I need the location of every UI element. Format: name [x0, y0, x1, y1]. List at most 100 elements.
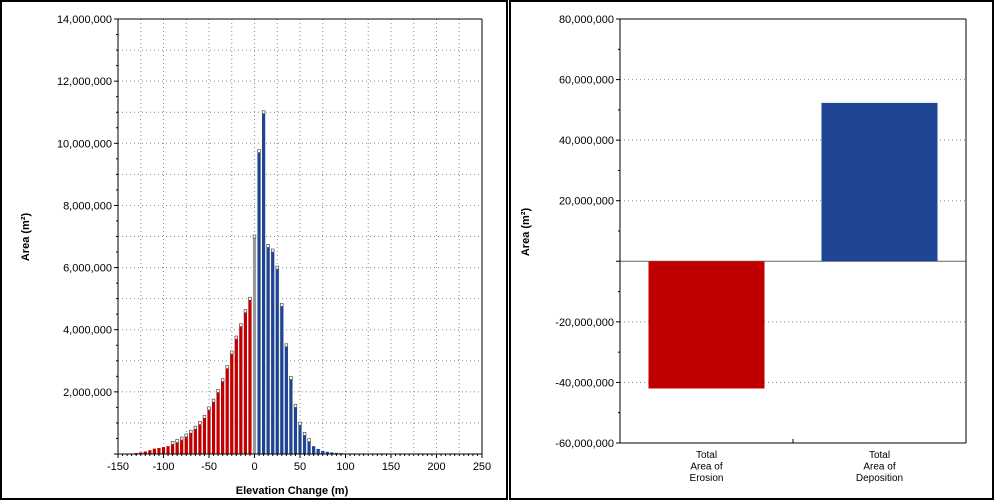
histogram-x-axis-title: Elevation Change (m)	[236, 485, 349, 497]
histogram-bar-cap	[230, 350, 234, 355]
histogram-bar	[270, 251, 275, 455]
histogram-bar	[275, 268, 280, 455]
totals-category-label: Area of	[863, 462, 895, 473]
histogram-bar	[170, 444, 175, 455]
histogram-bar-cap	[280, 303, 284, 307]
histogram-bar-cap	[293, 404, 298, 408]
totals-category-label: Total	[696, 450, 717, 461]
histogram-bar-cap	[275, 265, 279, 270]
histogram-bar-cap	[307, 438, 311, 442]
histogram-bar	[311, 445, 316, 455]
histogram-y-tick-label: 4,000,000	[63, 325, 112, 337]
histogram-bar	[193, 428, 198, 455]
histogram-bar-cap	[202, 414, 207, 419]
histogram-x-tick-label: 50	[294, 461, 306, 473]
totals-category-label: Total	[869, 450, 890, 461]
histogram-bar	[225, 368, 230, 455]
histogram-bar	[288, 379, 294, 455]
histogram-panel: 2,000,000 4,000,000 6,000,000 8,000,000 10,0…	[0, 0, 508, 500]
histogram-bar	[188, 432, 193, 455]
histogram-y-tick-label: 12,000,000	[57, 76, 112, 88]
histogram-bar	[211, 401, 216, 455]
histogram-bar-cap	[220, 378, 225, 382]
histogram-bar	[320, 450, 325, 455]
histogram-x-tick-label: -150	[107, 461, 129, 473]
histogram-bar	[179, 439, 184, 455]
totals-category-label: Erosion	[690, 473, 724, 484]
histogram-bar	[266, 247, 271, 455]
totals-chart: 80,000,000 60,000,000 40,000,000 20,000,000…	[520, 14, 967, 484]
histogram-bar	[197, 424, 203, 455]
histogram-bar	[229, 353, 234, 455]
histogram-bar-cap	[252, 234, 257, 239]
histogram-x-tick-label: -100	[152, 461, 174, 473]
totals-y-tick-label: 20,000,000	[559, 196, 614, 208]
histogram-x-tick-label: 250	[473, 461, 491, 473]
histogram-bar	[175, 442, 180, 455]
histogram-bar	[256, 152, 262, 455]
histogram-y-ticks: 2,000,000 4,000,000 6,000,000 8,000,000 10,0…	[57, 14, 112, 399]
histogram-bar-cap	[216, 389, 220, 393]
histogram-x-ticks: -150 -100 -50 0 50 100 150 200 250	[107, 461, 491, 473]
histogram-x-tick-label: -50	[201, 461, 217, 473]
histogram-bar-cap	[289, 376, 293, 380]
histogram-bar	[284, 346, 289, 455]
histogram-bar-cap	[180, 436, 184, 441]
histogram-axes	[114, 18, 483, 458]
histogram-bar-cap	[257, 149, 261, 153]
histogram-y-tick-label: 2,000,000	[63, 387, 112, 399]
histogram-bar-cap	[170, 441, 175, 445]
histogram-bar	[252, 237, 257, 455]
histogram-bar	[243, 312, 248, 455]
histogram-bar-cap	[198, 421, 202, 425]
histogram-x-tick-label: 200	[427, 461, 445, 473]
histogram-bar	[297, 424, 303, 455]
histogram-bars	[134, 110, 476, 455]
histogram-y-tick-label: 8,000,000	[63, 200, 112, 212]
histogram-y-tick-label: 6,000,000	[63, 263, 112, 275]
histogram-bar	[220, 381, 225, 455]
histogram-x-tick-label: 100	[336, 461, 354, 473]
totals-y-tick-label: -20,000,000	[555, 317, 614, 329]
histogram-bar-cap	[298, 421, 302, 426]
histogram-bar	[152, 448, 157, 455]
totals-bar	[648, 261, 765, 389]
histogram-bar	[261, 113, 266, 455]
totals-y-tick-label: 40,000,000	[559, 135, 614, 147]
histogram-bar	[247, 299, 253, 455]
histogram-bar-cap	[193, 425, 198, 430]
histogram-grid	[118, 19, 482, 454]
histogram-bar-cap	[243, 309, 248, 313]
histogram-x-tick-label: 150	[382, 461, 400, 473]
totals-axes	[616, 18, 967, 444]
histogram-bar-cap	[302, 432, 307, 436]
totals-y-tick-label: 60,000,000	[559, 75, 614, 87]
histogram-bar-cap	[175, 439, 179, 443]
histogram-bar-cap	[225, 365, 229, 369]
histogram-bar	[206, 409, 212, 455]
histogram-bar-cap	[207, 406, 211, 411]
totals-y-ticks: 80,000,000 60,000,000 40,000,000 20,000,000…	[555, 14, 614, 450]
histogram-y-tick-label: 10,000,000	[57, 138, 112, 150]
histogram-bar	[156, 447, 162, 455]
totals-y-tick-label: -60,000,000	[555, 438, 614, 450]
histogram-chart: 2,000,000 4,000,000 6,000,000 8,000,000 10,0…	[20, 14, 491, 497]
histogram-bar	[165, 445, 171, 455]
histogram-bar	[306, 441, 312, 455]
histogram-bar-cap	[271, 248, 275, 253]
totals-panel: 80,000,000 60,000,000 40,000,000 20,000,000…	[509, 0, 994, 500]
totals-bar	[821, 102, 938, 262]
histogram-bar-cap	[261, 110, 266, 115]
histogram-bar	[147, 449, 152, 455]
histogram-bar-cap	[266, 244, 270, 248]
histogram-bar-cap	[234, 335, 238, 340]
histogram-bar-cap	[184, 433, 188, 438]
histogram-bar-cap	[248, 296, 252, 301]
totals-category-label: Deposition	[856, 473, 903, 484]
histogram-y-tick-label: 14,000,000	[57, 14, 112, 26]
histogram-bar	[238, 326, 243, 455]
totals-bars	[648, 102, 938, 389]
histogram-bar	[234, 338, 239, 455]
histogram-bar-cap	[189, 429, 193, 434]
